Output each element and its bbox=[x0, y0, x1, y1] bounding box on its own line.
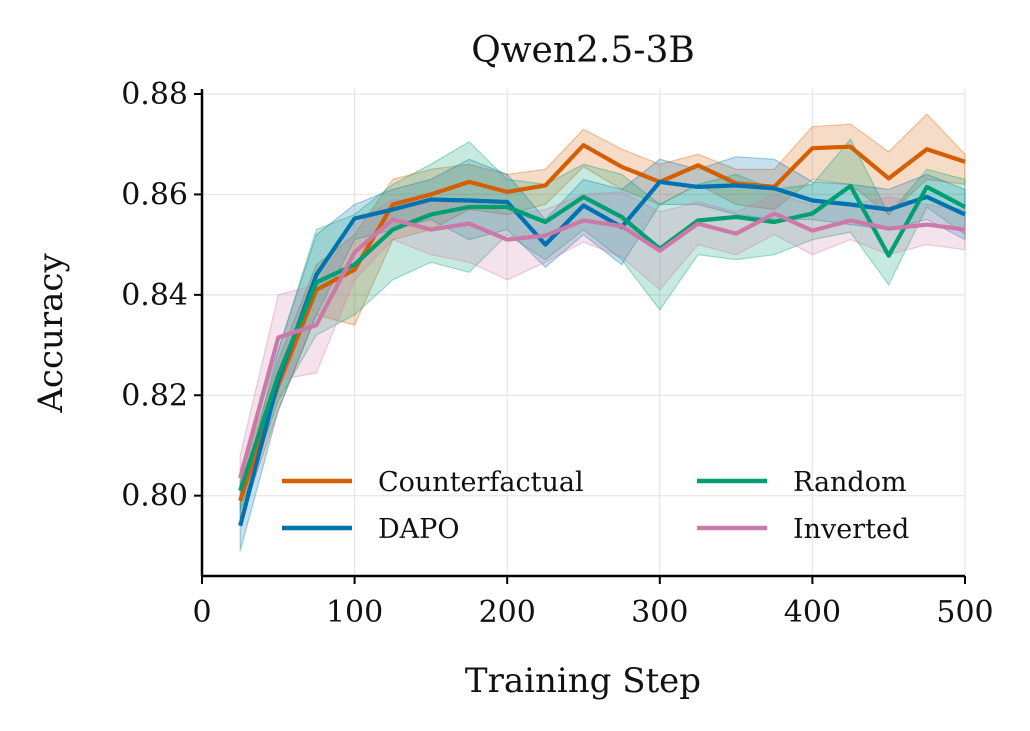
y-tick-label: 0.80 bbox=[121, 479, 188, 514]
legend: Counterfactual DAPO Random Inverted bbox=[282, 467, 909, 545]
legend-label-dapo: DAPO bbox=[378, 514, 459, 545]
legend-label-inverted: Inverted bbox=[793, 514, 909, 545]
y-ticks: 0.80 0.82 0.84 0.86 0.88 bbox=[121, 77, 202, 514]
y-tick-label: 0.84 bbox=[121, 278, 188, 313]
legend-label-random: Random bbox=[793, 467, 907, 498]
series-lines bbox=[238, 143, 966, 527]
y-axis-title: Accuracy bbox=[31, 253, 71, 414]
x-ticks: 0 100 200 300 400 500 bbox=[192, 576, 994, 630]
dapo-band bbox=[239, 156, 966, 552]
x-tick-label: 300 bbox=[631, 595, 688, 630]
random-band bbox=[239, 138, 966, 511]
y-tick-label: 0.82 bbox=[121, 378, 188, 413]
x-tick-label: 0 bbox=[192, 595, 211, 630]
random-line bbox=[238, 183, 966, 492]
chart-title: Qwen2.5-3B bbox=[471, 30, 695, 71]
y-tick-label: 0.86 bbox=[121, 177, 188, 212]
x-tick-label: 500 bbox=[936, 595, 993, 630]
x-axis-title: Training Step bbox=[465, 661, 701, 701]
x-tick-label: 400 bbox=[784, 595, 841, 630]
x-tick-label: 100 bbox=[326, 595, 383, 630]
counterfactual-band bbox=[239, 113, 966, 521]
y-tick-label: 0.88 bbox=[121, 77, 188, 112]
inverted-line bbox=[238, 211, 966, 479]
x-tick-label: 200 bbox=[479, 595, 536, 630]
inverted-band bbox=[239, 191, 966, 501]
dapo-line bbox=[238, 179, 966, 527]
confidence-bands bbox=[239, 113, 966, 552]
legend-label-counterfactual: Counterfactual bbox=[378, 467, 584, 498]
